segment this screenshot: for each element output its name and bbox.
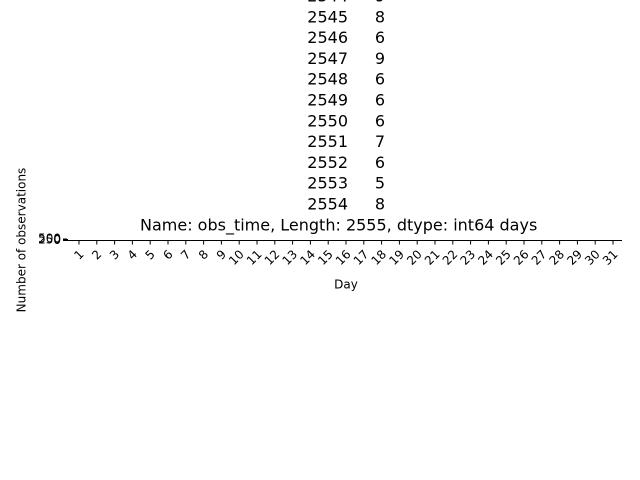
y-tick-label: 500 [38, 232, 61, 246]
title-value: 6 [375, 91, 385, 110]
y-axis-label: Number of observations [15, 168, 29, 313]
title-value: 6 [375, 153, 385, 172]
title-index: 2545 [307, 7, 348, 26]
title-value: 6 [375, 28, 385, 47]
x-tick-label: 1 [71, 247, 86, 262]
x-tick-label: 8 [196, 247, 211, 262]
title-value: 9 [375, 49, 385, 68]
title-value: 8 [375, 7, 385, 26]
x-tick-label: 2 [89, 247, 104, 262]
title-index: 2554 [307, 195, 348, 214]
title-value: 5 [375, 174, 385, 193]
x-tick-label: 7 [178, 247, 193, 262]
x-tick-label: 4 [125, 247, 140, 262]
title-index: 2544 [307, 0, 348, 6]
title-index: 2546 [307, 28, 348, 47]
x-tick-label: 31 [600, 247, 621, 268]
title-value: 6 [375, 111, 385, 130]
title-value: 8 [375, 195, 385, 214]
y-tick-label: 250 [38, 232, 61, 246]
title-index: 2547 [307, 49, 348, 68]
title-value: 6 [375, 70, 385, 89]
title-value: 7 [375, 132, 385, 151]
title-index: 2552 [307, 153, 348, 172]
title-index: 2549 [307, 91, 348, 110]
x-axis-label: Day [334, 278, 358, 292]
y-tick-label: 0 [53, 233, 61, 247]
title-index: 2550 [307, 111, 348, 130]
title-index: 2553 [307, 174, 348, 193]
x-tick-label: 9 [214, 247, 229, 262]
title-index: 2548 [307, 70, 348, 89]
title-index: 2551 [307, 132, 348, 151]
title-value: 9 [375, 0, 385, 6]
x-tick-label: 3 [107, 247, 122, 262]
chart-title-footer: Name: obs_time, Length: 2555, dtype: int… [140, 216, 537, 236]
x-tick-label: 6 [160, 247, 175, 262]
x-tick-label: 5 [142, 247, 157, 262]
